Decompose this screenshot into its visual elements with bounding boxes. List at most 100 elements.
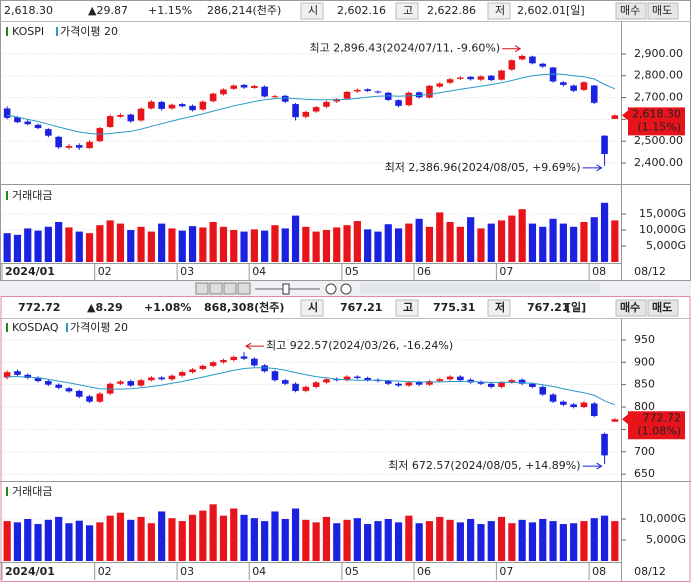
volume-bar xyxy=(271,225,279,262)
candle-body xyxy=(199,101,207,110)
volume-bar xyxy=(44,519,52,561)
candle-body xyxy=(230,85,238,89)
scroll-button[interactable] xyxy=(237,282,251,295)
candle-body xyxy=(240,356,248,359)
volume-bar xyxy=(343,519,351,561)
x-tick-label: 07 xyxy=(499,265,513,278)
y-tick-label: 2,500.00 xyxy=(634,134,683,147)
candle-body xyxy=(436,379,444,382)
max-annotation: 최고 922.57(2024/03/26, -16.24%) xyxy=(266,339,453,352)
candle-body xyxy=(281,380,289,384)
volume-bar xyxy=(559,524,567,561)
quote-item: 2,622.86 xyxy=(427,4,476,17)
candle-body xyxy=(251,358,258,366)
candle-body xyxy=(65,388,73,392)
quote-item: [일] xyxy=(566,3,585,17)
candle-body xyxy=(323,379,330,383)
volume-bar xyxy=(127,519,135,561)
volume-bar xyxy=(394,228,403,262)
quote-item: ▲29.87 xyxy=(88,4,128,17)
scroll-button[interactable] xyxy=(223,282,237,295)
volume-bar xyxy=(281,228,289,262)
volume-bar xyxy=(487,521,495,561)
candle-body xyxy=(498,70,505,80)
volume-bar xyxy=(353,518,361,561)
candle-body xyxy=(45,129,52,136)
volume-bar xyxy=(508,523,516,561)
volume-bar xyxy=(24,519,32,561)
x-tick-label: 03 xyxy=(180,265,194,278)
zoom-out[interactable] xyxy=(325,283,337,295)
candle-body xyxy=(611,115,619,119)
candle-body xyxy=(354,89,361,92)
volume-bar xyxy=(343,225,351,262)
quote-item: 767.21 xyxy=(340,301,382,314)
quote-item: +1.08% xyxy=(144,301,191,314)
x-tick-label: 04 xyxy=(252,265,266,278)
candle-body xyxy=(539,386,547,395)
candle-body xyxy=(498,382,505,387)
tool-icons[interactable] xyxy=(360,283,600,294)
volume-bar xyxy=(106,220,114,262)
y-tick-label: 800 xyxy=(634,400,655,413)
quote-item: 2,602.16 xyxy=(337,4,386,17)
volume-bar xyxy=(333,523,341,561)
x-tick-label: 04 xyxy=(252,565,266,578)
candle-body xyxy=(611,419,619,422)
zoom-thumb[interactable] xyxy=(282,283,290,295)
candle-body xyxy=(384,92,392,100)
candle-body xyxy=(384,381,392,384)
candle-body xyxy=(230,356,238,361)
scroll-button[interactable] xyxy=(209,282,223,295)
volume-bar xyxy=(250,518,258,561)
volume-bar xyxy=(600,515,609,561)
quote-item: 고 xyxy=(403,4,413,17)
candle-body xyxy=(240,84,248,88)
candle-body xyxy=(518,55,526,60)
candle-body xyxy=(24,374,32,378)
candle-body xyxy=(539,63,547,67)
candle-body xyxy=(168,375,176,380)
volume-bar xyxy=(3,233,11,262)
quote-item: 772.72 xyxy=(18,301,60,314)
volume-label: 거래대금 xyxy=(12,485,52,498)
volume-bar xyxy=(209,504,217,561)
order-button xyxy=(615,299,647,317)
index-name: KOSDAQ xyxy=(12,321,59,334)
x-tick-label: 05 xyxy=(345,265,359,278)
y-tick-label: 2,800.00 xyxy=(634,69,683,82)
volume-bar xyxy=(281,519,289,561)
y-tick-label: 850 xyxy=(634,378,655,391)
candle-body xyxy=(529,56,536,64)
volume-tick-label: 15,000G xyxy=(639,207,686,220)
legend-swatch xyxy=(6,323,8,332)
max-annotation: 최고 2,896.43(2024/07/11, -9.60%) xyxy=(310,42,501,55)
volume-bar xyxy=(302,519,310,561)
volume-bar xyxy=(570,523,578,561)
candle-body xyxy=(271,96,279,98)
volume-bar xyxy=(209,222,217,262)
candle-body xyxy=(477,76,485,80)
candle-body xyxy=(580,82,588,90)
y-tick-label: 2,400.00 xyxy=(634,156,683,169)
volume-bar xyxy=(55,222,63,262)
x-tick-label: 08 xyxy=(592,565,606,578)
candle-body xyxy=(477,381,485,384)
volume-tick-label: 5,000G xyxy=(646,239,686,252)
scroll-button[interactable] xyxy=(195,282,209,295)
quote-item: 고 xyxy=(403,301,413,314)
volume-bar xyxy=(13,522,22,561)
volume-bar xyxy=(497,516,506,561)
volume-bar xyxy=(75,520,83,561)
x-tick-label: 05 xyxy=(345,565,359,578)
y-tick-label: 650 xyxy=(634,467,655,480)
volume-bar xyxy=(497,220,506,262)
volume-bar xyxy=(353,221,361,262)
quote-item: 2,618.30 xyxy=(4,4,53,17)
quote-item: 775.31 xyxy=(433,301,475,314)
volume-bar xyxy=(611,220,619,262)
zoom-in[interactable] xyxy=(340,283,352,295)
quote-item: ▲8.29 xyxy=(87,301,123,314)
order-button xyxy=(647,2,679,20)
volume-bar xyxy=(549,218,557,262)
